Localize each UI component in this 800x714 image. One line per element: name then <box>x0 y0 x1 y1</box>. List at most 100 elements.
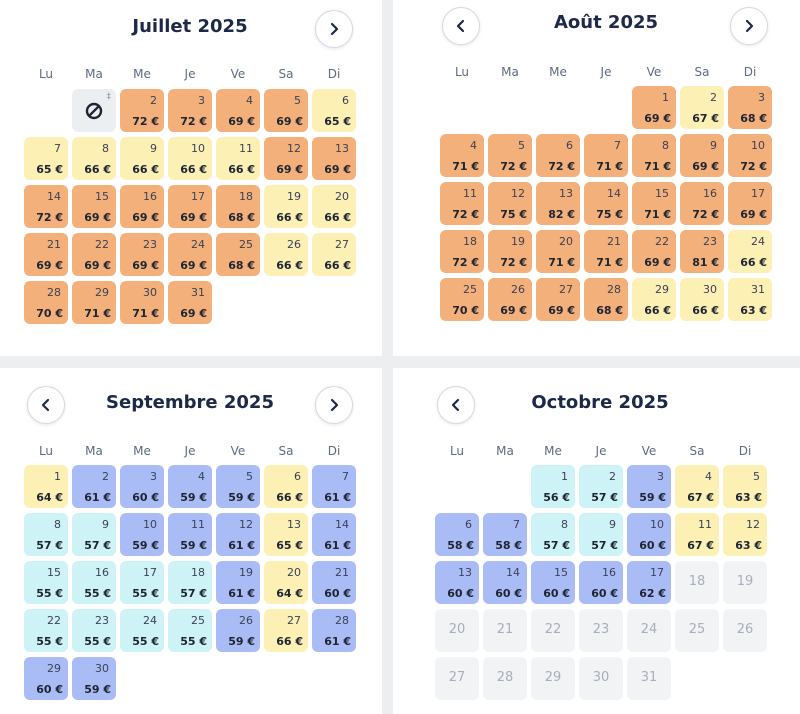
day-cell[interactable]: 5 59 € <box>216 465 260 508</box>
day-cell[interactable]: 2 72 € <box>120 89 164 132</box>
day-cell[interactable]: 10 72 € <box>728 134 772 177</box>
day-cell[interactable]: 28 70 € <box>24 281 68 324</box>
day-cell[interactable]: 8 71 € <box>632 134 676 177</box>
day-cell[interactable]: 19 61 € <box>216 561 260 604</box>
day-cell[interactable]: 30 59 € <box>72 657 116 700</box>
previous-month-button[interactable] <box>27 386 65 424</box>
day-cell[interactable]: 6 58 € <box>435 513 479 556</box>
day-cell[interactable]: 8 57 € <box>24 513 68 556</box>
day-cell[interactable]: 12 61 € <box>216 513 260 556</box>
day-cell[interactable]: 12 75 € <box>488 182 532 225</box>
day-cell[interactable]: 29 71 € <box>72 281 116 324</box>
day-cell[interactable]: 14 72 € <box>24 185 68 228</box>
day-cell[interactable]: 18 72 € <box>440 230 484 273</box>
day-cell[interactable]: 23 81 € <box>680 230 724 273</box>
day-cell[interactable]: 24 55 € <box>120 609 164 652</box>
day-cell[interactable]: 16 69 € <box>120 185 164 228</box>
day-cell[interactable]: 8 66 € <box>72 137 116 180</box>
day-cell[interactable]: 29 66 € <box>632 278 676 321</box>
day-cell[interactable]: 6 65 € <box>312 89 356 132</box>
day-cell[interactable]: 12 63 € <box>723 513 767 556</box>
day-cell[interactable]: 10 59 € <box>120 513 164 556</box>
day-cell[interactable]: 30 71 € <box>120 281 164 324</box>
day-cell[interactable]: 3 72 € <box>168 89 212 132</box>
day-cell[interactable]: 10 66 € <box>168 137 212 180</box>
day-cell[interactable]: 25 70 € <box>440 278 484 321</box>
day-cell[interactable]: 6 72 € <box>536 134 580 177</box>
day-cell[interactable]: 16 55 € <box>72 561 116 604</box>
next-month-button[interactable] <box>730 7 768 45</box>
day-cell[interactable]: 13 69 € <box>312 137 356 180</box>
day-cell[interactable]: 21 60 € <box>312 561 356 604</box>
day-cell[interactable]: 9 66 € <box>120 137 164 180</box>
day-cell[interactable]: 2 61 € <box>72 465 116 508</box>
next-month-button[interactable] <box>315 386 353 424</box>
day-cell[interactable]: 19 72 € <box>488 230 532 273</box>
day-cell[interactable]: 3 60 € <box>120 465 164 508</box>
day-cell[interactable]: 18 68 € <box>216 185 260 228</box>
day-cell[interactable]: 18 57 € <box>168 561 212 604</box>
day-cell[interactable]: 28 61 € <box>312 609 356 652</box>
previous-month-button[interactable] <box>437 386 475 424</box>
day-cell[interactable]: 8 57 € <box>531 513 575 556</box>
day-cell[interactable]: 13 65 € <box>264 513 308 556</box>
day-cell[interactable]: 26 66 € <box>264 233 308 276</box>
day-cell[interactable]: 20 64 € <box>264 561 308 604</box>
day-cell[interactable]: 14 75 € <box>584 182 628 225</box>
day-cell[interactable]: 26 59 € <box>216 609 260 652</box>
day-cell[interactable]: 11 66 € <box>216 137 260 180</box>
day-cell[interactable]: 4 59 € <box>168 465 212 508</box>
day-cell[interactable]: 30 66 € <box>680 278 724 321</box>
day-cell[interactable]: 7 61 € <box>312 465 356 508</box>
day-cell[interactable]: 10 60 € <box>627 513 671 556</box>
day-cell[interactable]: 23 55 € <box>72 609 116 652</box>
day-cell[interactable]: 9 57 € <box>72 513 116 556</box>
day-cell[interactable]: 5 69 € <box>264 89 308 132</box>
day-cell[interactable]: 15 69 € <box>72 185 116 228</box>
day-cell[interactable]: 14 60 € <box>483 561 527 604</box>
day-cell[interactable]: 15 55 € <box>24 561 68 604</box>
day-cell[interactable]: 4 67 € <box>675 465 719 508</box>
day-cell[interactable]: 17 55 € <box>120 561 164 604</box>
day-cell[interactable]: 4 69 € <box>216 89 260 132</box>
day-cell[interactable]: 29 60 € <box>24 657 68 700</box>
day-cell[interactable]: 20 71 € <box>536 230 580 273</box>
day-cell[interactable]: 11 59 € <box>168 513 212 556</box>
day-cell[interactable]: 31 63 € <box>728 278 772 321</box>
day-cell[interactable]: 24 69 € <box>168 233 212 276</box>
day-cell[interactable]: 15 71 € <box>632 182 676 225</box>
day-cell[interactable]: 7 58 € <box>483 513 527 556</box>
day-cell[interactable]: 13 82 € <box>536 182 580 225</box>
day-cell[interactable]: 7 71 € <box>584 134 628 177</box>
day-cell[interactable]: 9 57 € <box>579 513 623 556</box>
previous-month-button[interactable] <box>442 7 480 45</box>
day-cell[interactable]: 16 60 € <box>579 561 623 604</box>
day-cell[interactable]: 22 69 € <box>632 230 676 273</box>
day-cell[interactable]: 3 59 € <box>627 465 671 508</box>
day-cell[interactable]: 25 68 € <box>216 233 260 276</box>
day-cell[interactable]: 7 65 € <box>24 137 68 180</box>
day-cell[interactable]: 12 69 € <box>264 137 308 180</box>
day-cell[interactable]: 17 62 € <box>627 561 671 604</box>
day-cell[interactable]: 27 69 € <box>536 278 580 321</box>
day-cell[interactable]: 5 72 € <box>488 134 532 177</box>
day-cell[interactable]: 14 61 € <box>312 513 356 556</box>
day-cell[interactable]: 26 69 € <box>488 278 532 321</box>
day-cell[interactable]: 25 55 € <box>168 609 212 652</box>
day-cell[interactable]: 1 64 € <box>24 465 68 508</box>
day-cell[interactable]: 28 68 € <box>584 278 628 321</box>
day-cell[interactable]: 11 72 € <box>440 182 484 225</box>
day-cell[interactable]: 11 67 € <box>675 513 719 556</box>
next-month-button[interactable] <box>315 10 353 48</box>
day-cell[interactable]: 16 72 € <box>680 182 724 225</box>
day-cell[interactable]: 6 66 € <box>264 465 308 508</box>
day-cell[interactable]: 27 66 € <box>264 609 308 652</box>
day-cell[interactable]: 5 63 € <box>723 465 767 508</box>
day-cell[interactable]: 9 69 € <box>680 134 724 177</box>
day-cell[interactable]: 1 56 € <box>531 465 575 508</box>
day-cell[interactable]: 17 69 € <box>168 185 212 228</box>
day-cell[interactable]: 2 67 € <box>680 86 724 129</box>
day-cell[interactable]: 21 71 € <box>584 230 628 273</box>
day-cell[interactable]: 27 66 € <box>312 233 356 276</box>
day-cell[interactable]: 24 66 € <box>728 230 772 273</box>
